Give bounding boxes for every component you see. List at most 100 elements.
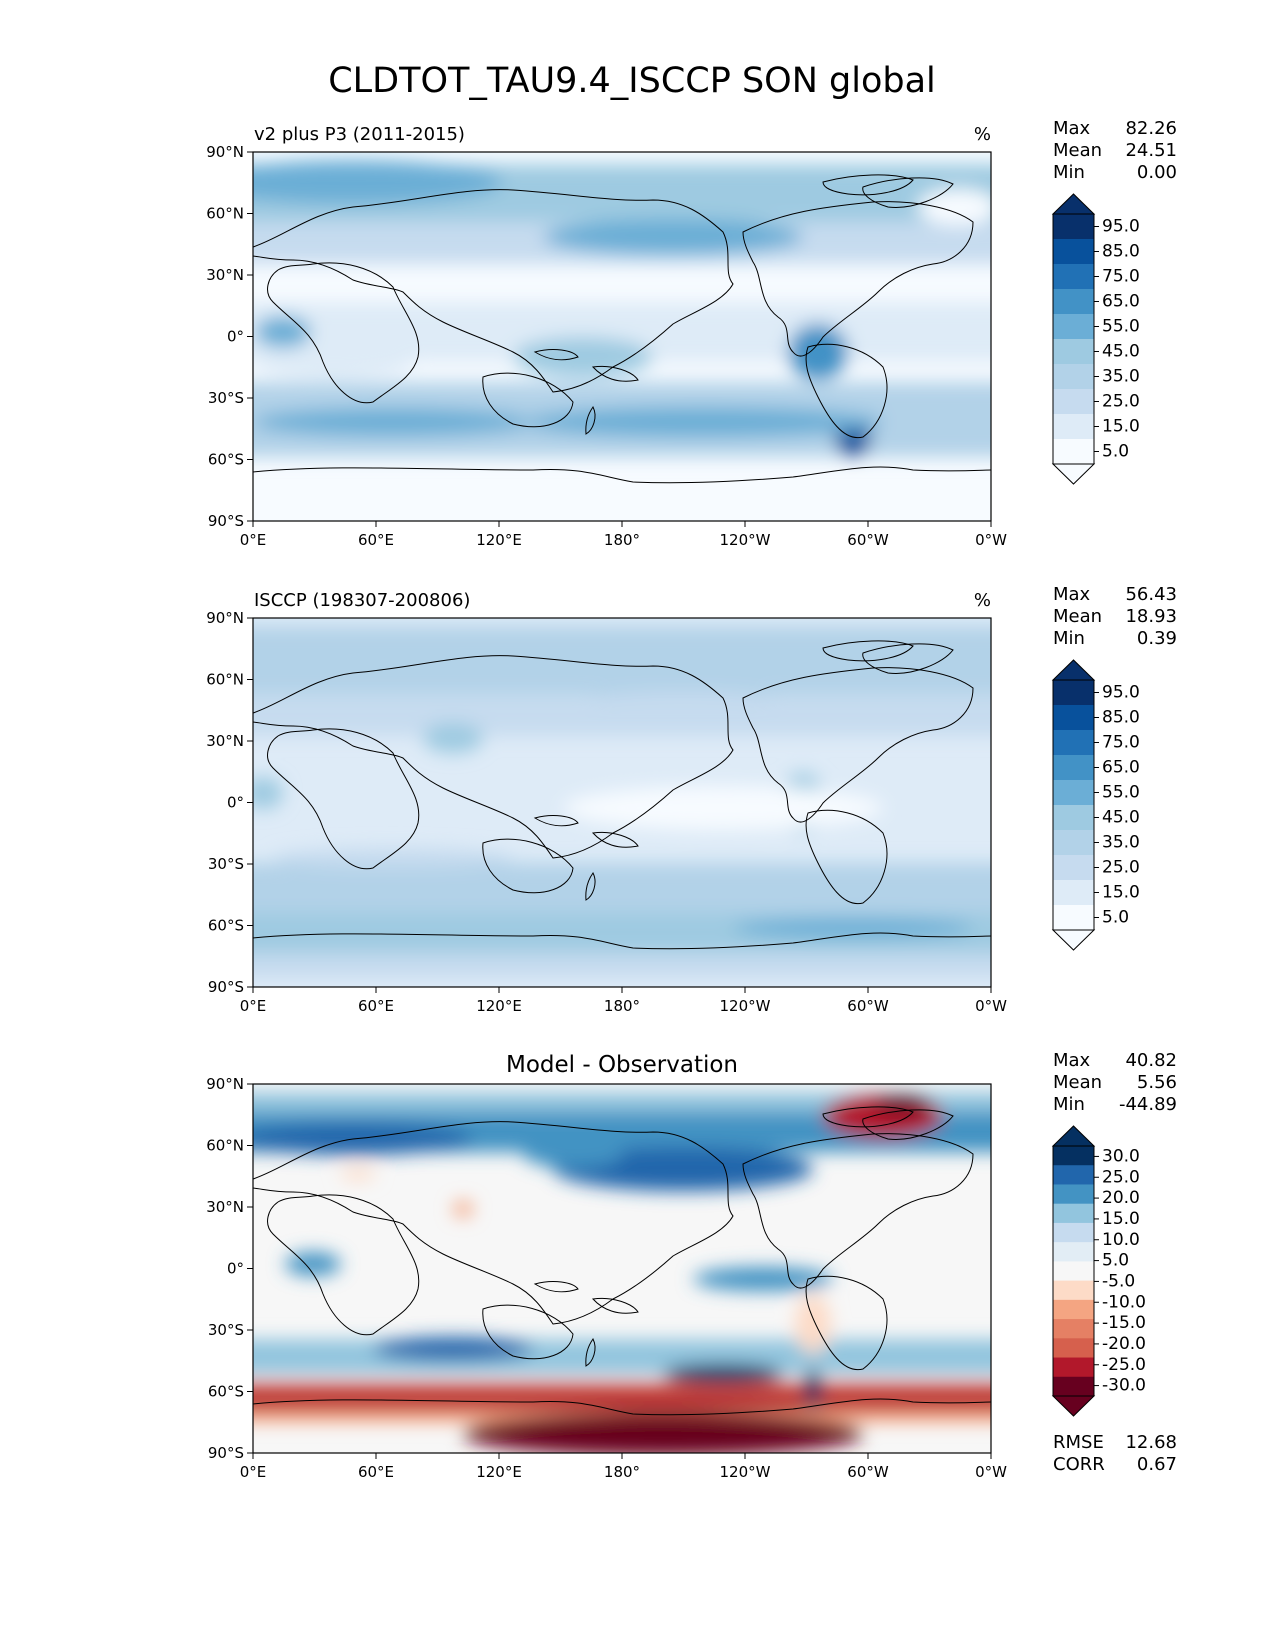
coastline xyxy=(253,189,734,393)
field-blob xyxy=(523,1140,623,1168)
colorbar-tick-label: 65.0 xyxy=(1102,758,1140,778)
field-blob xyxy=(285,1252,341,1276)
coastline xyxy=(822,174,914,196)
longitude-axis: 0°E 60°E 120°E 180° 120°W 60°W 0°W xyxy=(240,521,1007,549)
field-blob xyxy=(253,346,413,378)
field-blob xyxy=(253,160,503,204)
colorbar: 95.0 85.0 75.0 65.0 55.0 45.0 35.0 25.0 15.0 5.0 xyxy=(1051,659,1140,951)
colorbar-extend-bottom xyxy=(1051,1395,1096,1417)
colorbar-segment xyxy=(1053,1319,1094,1339)
longitude-axis: 0°E 60°E 120°E 180° 120°W 60°W 0°W xyxy=(240,987,1007,1015)
latitude-axis: 90°N 60°N 30°N 0° 30°S 60°S 90°S xyxy=(206,143,253,530)
coastline xyxy=(267,262,420,404)
colorbar-tick-label: 45.0 xyxy=(1102,342,1140,362)
coastline xyxy=(533,349,579,361)
lon-tick-label: 60°E xyxy=(358,1463,394,1481)
coastline xyxy=(585,872,596,901)
lat-tick-label: 30°N xyxy=(206,732,244,750)
lon-tick-label: 0°E xyxy=(240,997,267,1015)
map-field xyxy=(253,1084,991,1453)
colorbar-tick-label: 85.0 xyxy=(1102,242,1140,262)
lat-tick-label: 60°N xyxy=(206,671,244,689)
field-blob xyxy=(663,1364,783,1384)
field-shading xyxy=(253,152,991,521)
lon-tick-label: 120°E xyxy=(476,531,522,549)
field-blob xyxy=(788,324,848,380)
field-blob xyxy=(543,219,803,255)
lon-tick-label: 120°E xyxy=(476,997,522,1015)
stat-max-value: 82.26 xyxy=(1125,118,1177,139)
colorbar-segment xyxy=(1053,339,1094,365)
lon-tick-label: 0°W xyxy=(975,997,1007,1015)
colorbar-segment xyxy=(1053,364,1094,390)
panel-diff: Model - Observation 90°N 60°N 30°N 0° 30°S 60… xyxy=(206,1050,1177,1481)
lat-tick-label: 60°S xyxy=(208,917,244,935)
colorbar-segment xyxy=(1053,1146,1094,1166)
lat-tick-label: 60°S xyxy=(208,451,244,469)
stat-min-value: -44.89 xyxy=(1119,1094,1177,1115)
stat-mean-label: Mean xyxy=(1053,606,1102,627)
colorbar-tick-label: -30.0 xyxy=(1102,1376,1146,1396)
colorbar-tick-label: 55.0 xyxy=(1102,317,1140,337)
coastline xyxy=(253,655,734,859)
stat-max-label: Max xyxy=(1053,1050,1091,1071)
lon-tick-label: 0°E xyxy=(240,531,267,549)
lat-tick-label: 90°N xyxy=(206,609,244,627)
colorbar-tick-label: 65.0 xyxy=(1102,292,1140,312)
colorbar-tick-label: 25.0 xyxy=(1102,392,1140,412)
colorbar-extend-bottom xyxy=(1051,463,1096,485)
colorbar-frame xyxy=(1052,1145,1095,1397)
field-blob xyxy=(513,337,653,377)
coastline xyxy=(742,201,974,357)
colorbar-tick-label: 95.0 xyxy=(1102,683,1140,703)
field-blobs xyxy=(253,1092,991,1453)
colorbar: 30.025.020.015.010.05.0-5.0-10.0-15.0-20… xyxy=(1051,1125,1146,1417)
field-blob xyxy=(253,1123,473,1155)
lat-tick-label: 0° xyxy=(227,1260,244,1278)
map-field xyxy=(253,152,991,521)
colorbar-tick-label: 75.0 xyxy=(1102,733,1140,753)
coastline xyxy=(253,466,991,484)
field-blob xyxy=(795,1294,831,1354)
field-blob xyxy=(523,407,883,437)
field-shading xyxy=(253,1084,991,1453)
field-band xyxy=(253,1092,991,1114)
corr-label: CORR xyxy=(1053,1454,1105,1475)
lat-tick-label: 0° xyxy=(227,794,244,812)
lat-tick-label: 90°S xyxy=(208,512,244,530)
colorbar-segment xyxy=(1053,1242,1094,1262)
stat-mean-value: 24.51 xyxy=(1125,140,1177,161)
lon-tick-label: 0°W xyxy=(975,1463,1007,1481)
colorbar-tick-label: -10.0 xyxy=(1102,1292,1146,1312)
colorbar-tick-label: 55.0 xyxy=(1102,783,1140,803)
lon-tick-label: 120°W xyxy=(720,1463,771,1481)
stat-min-label: Min xyxy=(1053,628,1085,649)
coastline xyxy=(267,728,420,870)
field-blob xyxy=(373,1337,533,1361)
stats-block: Max 56.43 Mean 18.93 Min 0.39 xyxy=(1053,584,1177,649)
field-band xyxy=(253,863,991,913)
stats-block: Max 82.26 Mean 24.51 Min 0.00 xyxy=(1053,118,1177,183)
coastline xyxy=(805,1275,888,1371)
field-band xyxy=(253,1339,991,1374)
diff-metrics: RMSE 12.68 CORR 0.67 xyxy=(1053,1432,1177,1475)
colorbar-tick-label: 5.0 xyxy=(1102,908,1129,928)
coastline xyxy=(585,1338,596,1367)
field-band xyxy=(253,626,991,696)
lat-tick-label: 90°N xyxy=(206,1075,244,1093)
colorbar-segment xyxy=(1053,439,1094,465)
lat-tick-label: 30°S xyxy=(208,855,244,873)
colorbar-tick-label: -20.0 xyxy=(1102,1334,1146,1354)
stat-min-value: 0.39 xyxy=(1137,628,1177,649)
colorbar-segment xyxy=(1053,1280,1094,1301)
colorbar-tick-label: 15.0 xyxy=(1102,417,1140,437)
coastline xyxy=(805,809,888,905)
field-blob xyxy=(253,408,533,436)
panel-units: % xyxy=(974,590,991,611)
lat-tick-label: 30°N xyxy=(206,266,244,284)
colorbar-segment xyxy=(1053,239,1094,265)
colorbar-segment xyxy=(1053,214,1094,240)
colorbar-segment xyxy=(1053,905,1094,931)
colorbar-segment xyxy=(1053,1203,1094,1224)
